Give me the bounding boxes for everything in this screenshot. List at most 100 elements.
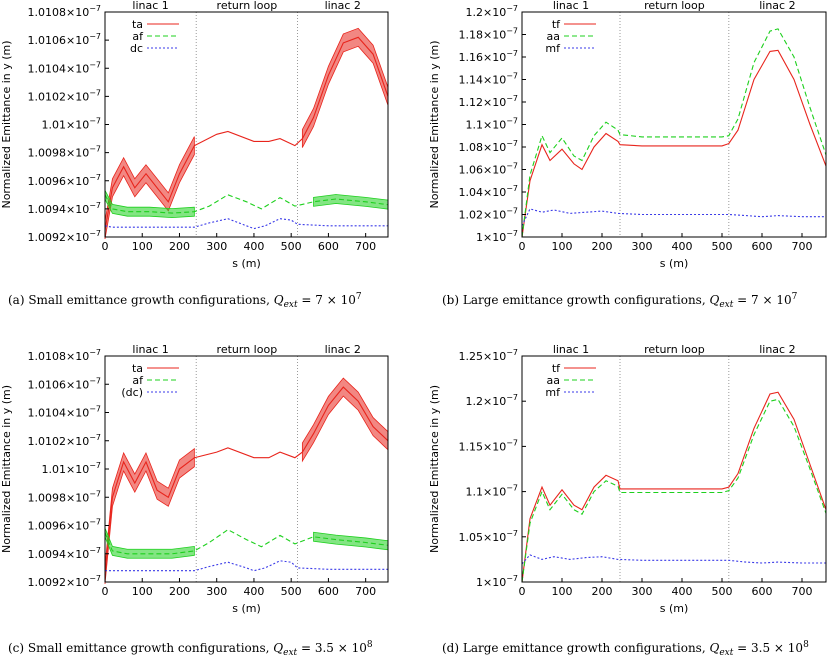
y-tick-exponent: −7 — [89, 201, 101, 210]
caption-superscript: 8 — [367, 640, 373, 650]
x-tick-label: 700 — [792, 585, 813, 598]
y-tick-exponent: −7 — [89, 348, 101, 357]
y-tick-exponent: −7 — [506, 94, 518, 103]
y-tick-label: 1.0102×10−7 — [28, 433, 102, 448]
chart-panel-3: linac 1 return loop linac 2 0 100 200 300 400 50… — [0, 343, 389, 658]
series-line-aa — [521, 28, 827, 238]
caption-value: = 3.5 × 10 — [733, 641, 803, 655]
x-tick-label: 500 — [281, 240, 302, 253]
caption-value: = 7 × 10 — [733, 293, 791, 307]
region-label: linac 1 — [553, 0, 589, 12]
region-label: linac 1 — [553, 343, 589, 356]
y-tick-label: 1.0096×10−7 — [28, 518, 102, 533]
y-tick-exponent: −7 — [506, 117, 518, 126]
y-tick-label: 1.1×10−7 — [465, 117, 518, 132]
series-line-af — [104, 194, 389, 214]
y-tick-label: 1.14×10−7 — [458, 72, 518, 87]
y-tick-label: 1.0106×10−7 — [28, 376, 102, 391]
caption-subscript: ext — [719, 648, 733, 658]
caption-value: = 7 × 10 — [298, 293, 356, 307]
x-tick-label: 500 — [712, 585, 733, 598]
caption-value: = 3.5 × 10 — [297, 641, 367, 655]
x-tick-label: 400 — [243, 585, 264, 598]
legend-label: dc — [130, 42, 143, 55]
y-tick-label: 1.0098×10−7 — [28, 489, 102, 504]
y-tick-exponent: −7 — [89, 546, 101, 555]
legend-label: tf — [552, 18, 561, 31]
caption-subscript: ext — [283, 648, 297, 658]
y-tick-exponent: −7 — [506, 529, 518, 538]
y-tick-exponent: −7 — [89, 433, 101, 442]
x-tick-label: 700 — [355, 585, 376, 598]
y-tick-exponent: −7 — [89, 4, 101, 13]
x-tick-label: 400 — [672, 240, 693, 253]
series-band-ta — [104, 136, 195, 240]
legend-label: ta — [132, 362, 143, 375]
caption-math: Q — [274, 293, 284, 307]
chart-panel-1: linac 1 return loop linac 2 0 100 200 300 400 50… — [0, 0, 389, 310]
y-tick-exponent: −7 — [506, 72, 518, 81]
y-tick-exponent: −7 — [506, 139, 518, 148]
y-tick-exponent: −7 — [506, 484, 518, 493]
region-label: return loop — [217, 343, 278, 356]
y-tick-label: 1.0096×10−7 — [28, 173, 102, 188]
x-tick-label: 400 — [243, 240, 264, 253]
y-tick-exponent: −7 — [506, 229, 518, 238]
y-axis-label: Normalized Emittance in y (m) — [0, 40, 13, 208]
caption-subscript: ext — [284, 300, 298, 310]
y-tick-exponent: −7 — [506, 27, 518, 36]
x-tick-label: 400 — [672, 585, 693, 598]
x-tick-label: 0 — [519, 240, 526, 253]
x-tick-label: 600 — [318, 240, 339, 253]
y-tick-label: 1.18×10−7 — [458, 27, 518, 42]
region-label: linac 2 — [759, 0, 795, 12]
plot-frame — [521, 11, 827, 238]
y-tick-label: 1.0094×10−7 — [28, 546, 102, 561]
x-tick-label: 100 — [132, 240, 153, 253]
y-tick-exponent: −7 — [89, 117, 101, 126]
region-label: return loop — [644, 343, 705, 356]
y-tick-exponent: −7 — [89, 405, 101, 414]
caption-math: Q — [709, 641, 719, 655]
x-tick-label: 300 — [632, 240, 653, 253]
y-tick-exponent: −7 — [89, 574, 101, 583]
x-tick-label: 700 — [355, 240, 376, 253]
y-tick-label: 1.0106×10−7 — [28, 32, 102, 47]
plot-frame — [521, 355, 827, 583]
caption-math: Q — [273, 641, 283, 655]
y-tick-exponent: −7 — [89, 376, 101, 385]
series-line-dc — [104, 218, 388, 230]
y-tick-label: 1.0092×10−7 — [28, 574, 102, 589]
region-label: linac 2 — [325, 343, 361, 356]
y-tick-exponent: −7 — [89, 60, 101, 69]
series-line-af — [104, 529, 389, 555]
series-line-ta — [104, 36, 389, 231]
legend-label: mf — [545, 386, 561, 399]
y-tick-label: 1.15×10−7 — [458, 438, 518, 453]
x-tick-label: 700 — [792, 240, 813, 253]
legend-label: aa — [547, 374, 560, 387]
legend-label: ta — [132, 18, 143, 31]
series-line-ta — [104, 386, 389, 575]
series-band-af — [104, 527, 195, 559]
legend-label: aa — [547, 30, 560, 43]
y-tick-label: 1.2×10−7 — [465, 4, 518, 19]
chart-panel-2: linac 1 return loop linac 2 0 100 200 300 400 50… — [428, 0, 827, 310]
y-axis-label: Normalized Emittance in y (m) — [428, 40, 441, 208]
legend-label: tf — [552, 362, 561, 375]
caption-superscript: 7 — [792, 292, 798, 302]
y-tick-exponent: −7 — [506, 184, 518, 193]
y-tick-exponent: −7 — [506, 207, 518, 216]
x-tick-label: 600 — [752, 585, 773, 598]
panel-caption: (c) Small emittance growth configuration… — [8, 640, 373, 658]
x-tick-label: 200 — [592, 240, 613, 253]
y-tick-exponent: −7 — [506, 4, 518, 13]
x-tick-label: 200 — [169, 240, 190, 253]
y-tick-label: 1×10−7 — [476, 229, 518, 244]
series-line-dc — [105, 560, 388, 572]
y-tick-exponent: −7 — [89, 229, 101, 238]
series-line-mf — [521, 554, 826, 565]
y-tick-label: 1.25×10−7 — [458, 348, 518, 363]
y-tick-label: 1.06×10−7 — [458, 162, 518, 177]
